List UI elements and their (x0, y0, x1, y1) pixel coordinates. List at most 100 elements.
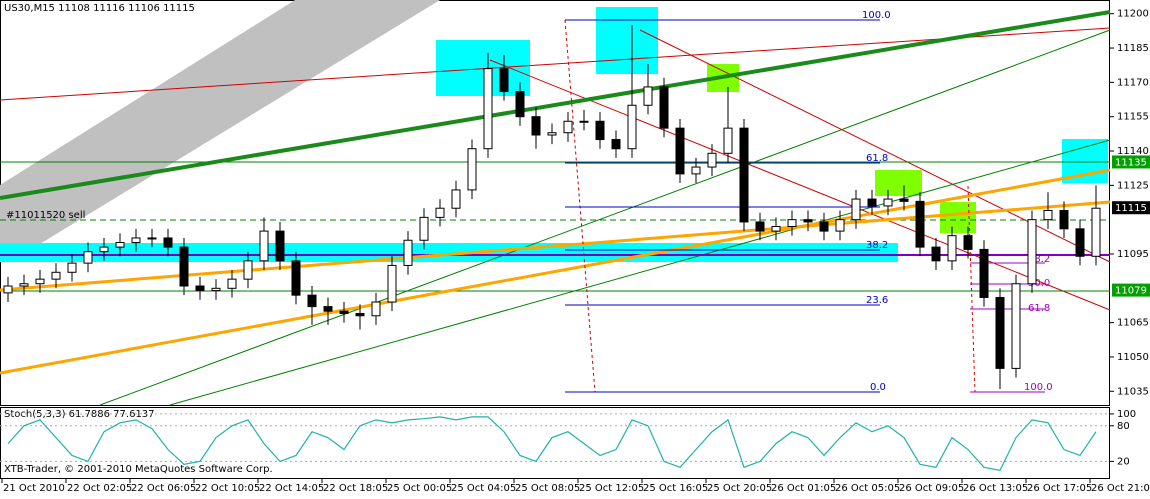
x-tick-label: 26 Oct 17:05 (1027, 483, 1092, 494)
candle-body (355, 312, 365, 317)
chart-title: US30,M15 11108 11116 11106 11115 (4, 3, 195, 14)
x-tick-label: 25 Oct 00:05 (387, 483, 452, 494)
fib-label: 38.2 (866, 240, 888, 251)
candle-body (803, 219, 813, 223)
candle-body (979, 248, 989, 298)
y-tick-label: 11155 (1117, 112, 1149, 123)
y-tick-label: 11050 (1117, 352, 1149, 363)
candle-body (131, 237, 141, 244)
candle-body (35, 278, 45, 285)
stoch-line (7, 416, 1097, 471)
candle-body (387, 264, 397, 303)
candle-body (83, 251, 93, 264)
fib-base (564, 19, 596, 393)
candle-body (1075, 228, 1085, 257)
x-tick-label: 22 Oct 14:05 (259, 483, 324, 494)
candle-body (835, 219, 845, 232)
candle-body (323, 306, 333, 312)
candle-body (483, 68, 493, 150)
candle-body (1027, 219, 1037, 285)
candle-body (211, 287, 221, 292)
y-tick-label: 11035 (1117, 386, 1149, 397)
candle-body (899, 198, 909, 202)
candle-body (67, 262, 77, 273)
x-tick-label: 26 Oct 01:05 (771, 483, 836, 494)
candle-body (675, 127, 685, 175)
candle-body (419, 216, 429, 241)
fib-label: 100.0 (862, 10, 891, 21)
trend-line (169, 139, 1111, 406)
zone (0, 243, 898, 262)
x-tick-label: 22 Oct 02:05 (67, 483, 132, 494)
copyright: XTB-Trader, © 2001-2010 MetaQuotes Softw… (4, 464, 273, 475)
candle-body (579, 120, 589, 123)
candle-body (499, 68, 509, 93)
candle-body (1043, 210, 1053, 221)
zone (436, 40, 530, 96)
candle-body (163, 237, 173, 248)
x-tick-label: 21 Oct 2010 (3, 483, 65, 494)
candle-body (771, 226, 781, 232)
candle-body (531, 116, 541, 136)
price-marker-label: 11079 (1115, 286, 1147, 297)
fib-label: 0.0 (870, 382, 886, 393)
price-marker (1112, 155, 1150, 169)
candle-body (995, 296, 1005, 369)
candle-body (931, 246, 941, 262)
candle-body (691, 166, 701, 175)
price-marker (1112, 201, 1150, 215)
candle-body (595, 120, 605, 141)
price-marker-label: 11115 (1115, 203, 1147, 214)
candle-body (195, 285, 205, 292)
candle-body (547, 132, 557, 136)
y-tick-label: 11095 (1117, 249, 1149, 260)
candle-body (371, 301, 381, 317)
y-tick-label: 20 (1117, 456, 1130, 467)
candle-body (819, 221, 829, 232)
y-tick-label: 11125 (1117, 180, 1149, 191)
fib-label: 61.8 (866, 153, 888, 164)
fib-label: 23.6 (866, 295, 888, 306)
candle-body (915, 200, 925, 248)
candle-body (51, 271, 61, 280)
zone (940, 202, 976, 233)
x-tick-label: 26 Oct 09:05 (899, 483, 964, 494)
indicator-title: Stoch(5,3,3) 61.7886 77.6137 (4, 409, 155, 420)
x-tick-label: 25 Oct 16:05 (643, 483, 708, 494)
candle-body (659, 86, 669, 129)
candle-body (243, 260, 253, 280)
x-tick-label: 22 Oct 10:05 (195, 483, 260, 494)
candle-body (515, 91, 525, 118)
trend-line (0, 168, 1111, 375)
x-tick-label: 25 Oct 04:05 (451, 483, 516, 494)
stoch-panel (0, 407, 1110, 479)
candle-body (147, 237, 157, 240)
candle-body (19, 283, 29, 287)
candle-body (611, 139, 621, 150)
candle-body (947, 235, 957, 262)
x-tick-label: 22 Oct 06:05 (131, 483, 196, 494)
x-tick-label: 26 Oct 05:05 (835, 483, 900, 494)
candle-body (451, 189, 461, 209)
order-label: #11011520 sell (6, 210, 85, 221)
y-tick-label: 11140 (1117, 146, 1149, 157)
x-tick-label: 25 Oct 20:05 (707, 483, 772, 494)
candle-body (787, 219, 797, 228)
y-tick-label: 11170 (1117, 77, 1149, 88)
candle-body (435, 207, 445, 218)
candle-body (643, 86, 653, 106)
candle-body (179, 246, 189, 287)
x-tick-label: 25 Oct 12:05 (579, 483, 644, 494)
y-tick-label: 80 (1117, 421, 1130, 432)
candle-body (467, 148, 477, 191)
x-tick-label: 26 Oct 13:05 (963, 483, 1028, 494)
candle-body (1011, 283, 1021, 369)
candle-body (307, 294, 317, 308)
candle-body (403, 239, 413, 266)
fib-label: 38.2 (1028, 254, 1050, 265)
y-tick-label: 11200 (1117, 9, 1149, 20)
x-tick-label: 22 Oct 18:05 (323, 483, 388, 494)
candle-body (627, 104, 637, 150)
trend-line (0, 10, 1111, 200)
